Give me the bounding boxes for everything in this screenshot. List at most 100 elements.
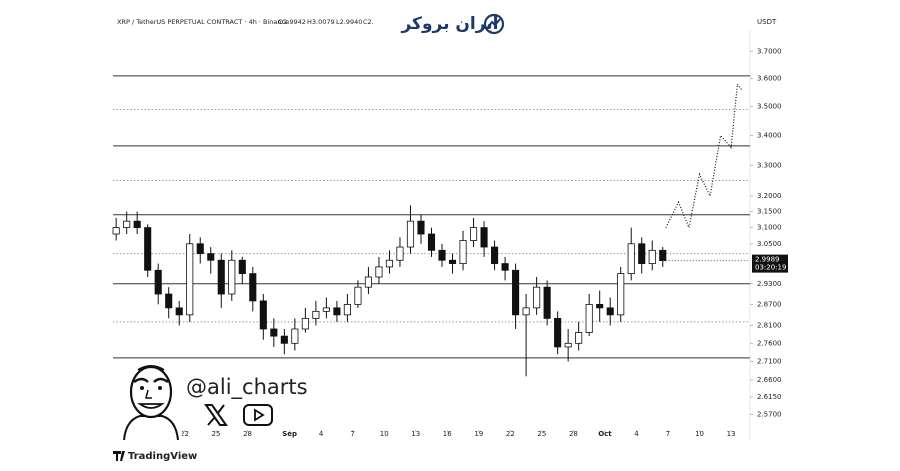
- candle-body: [406, 220, 415, 248]
- x-tick-label: 4: [319, 430, 324, 438]
- x-tick-label: 13: [411, 430, 420, 438]
- y-tick-label: 2.7600: [757, 339, 782, 347]
- candle-body: [648, 249, 656, 264]
- y-tick-label: 2.9300: [757, 280, 782, 288]
- y-tick-label: 2.6600: [757, 376, 782, 384]
- candle-body: [469, 227, 478, 241]
- y-tick-label: 2.8100: [757, 321, 782, 329]
- x-tick-label: 25: [537, 430, 546, 438]
- candle-body: [564, 342, 572, 348]
- candle-body: [175, 307, 183, 316]
- y-tick-label: 2.6150: [757, 393, 782, 401]
- x-tick-label: 19: [474, 430, 483, 438]
- candle-body: [270, 328, 278, 337]
- x-tick-label: 7: [666, 430, 670, 438]
- y-tick-label: 3.5000: [757, 103, 782, 111]
- x-tick-label: 7: [350, 430, 354, 438]
- y-tick-label: 3.1000: [757, 224, 782, 232]
- y-tick-label: 3.7000: [757, 47, 782, 55]
- candle-body: [617, 273, 625, 316]
- candle-body: [480, 227, 488, 248]
- candle-body: [144, 227, 152, 271]
- candle-body: [522, 307, 530, 316]
- watermark-icon: [483, 13, 505, 35]
- open-readout: O2.9942: [278, 18, 306, 26]
- candle-body: [217, 259, 225, 295]
- y-tick-label: 3.0500: [757, 240, 782, 248]
- candle-body: [112, 227, 120, 235]
- last-price-label: 2.9989: [755, 256, 780, 264]
- y-tick-label: 3.2000: [757, 192, 782, 200]
- candle-body: [123, 220, 131, 228]
- candle-body: [585, 303, 593, 333]
- candle-body: [627, 243, 635, 275]
- x-tick-label: 28: [569, 430, 578, 438]
- candle-body: [165, 293, 173, 309]
- candle-body: [606, 307, 614, 316]
- close-readout: C2.: [363, 18, 374, 26]
- high-readout: H3.0079: [307, 18, 335, 26]
- x-tick-label: Sep: [282, 430, 297, 438]
- candle-body: [375, 266, 383, 278]
- candle-body: [249, 273, 257, 302]
- x-tick-label: 25: [212, 430, 221, 438]
- plot-area: 3.7000 3.6000 3.5000 3.4000 3.3000 3.2000 3.15…: [112, 47, 788, 438]
- y-tick-label: 3.1500: [757, 208, 782, 216]
- candle-body: [238, 259, 246, 275]
- candle-body: [333, 307, 341, 316]
- candle-body: [228, 259, 236, 295]
- candle-body: [438, 249, 446, 261]
- countdown: 03:20:19: [755, 264, 786, 272]
- x-tick-label: 16: [443, 430, 452, 438]
- handle: @ali_charts: [186, 375, 308, 400]
- x-tick-label: 10: [695, 430, 704, 438]
- candle-body: [133, 220, 141, 228]
- youtube-icon[interactable]: [243, 404, 273, 426]
- candle-body: [364, 276, 372, 288]
- candle-body: [396, 246, 404, 261]
- candle-body: [554, 317, 562, 348]
- ohlc-readout: O2.9942 H3.0079 L2.9940 C2.: [278, 18, 374, 26]
- candle-body: [491, 246, 499, 264]
- candle-body: [638, 243, 646, 264]
- candle-body: [417, 220, 425, 235]
- candle-body: [354, 286, 362, 305]
- watermark: ایران بروکر: [400, 14, 498, 34]
- y-tick-label: 2.8700: [757, 300, 782, 308]
- x-icon[interactable]: [204, 404, 228, 426]
- candle-body: [154, 269, 162, 295]
- currency: USDT: [757, 18, 777, 26]
- x-tick-label: 28: [243, 430, 252, 438]
- candle-body: [533, 286, 541, 309]
- last-price-box: [752, 254, 788, 273]
- candle-body: [343, 303, 351, 316]
- y-tick-label: 3.6000: [757, 75, 782, 83]
- x-tick-label: 4: [634, 430, 639, 438]
- y-tick-label: 2.5700: [757, 410, 782, 418]
- candle-body: [543, 286, 551, 319]
- candle-body: [301, 317, 309, 330]
- low-readout: L2.9940: [336, 18, 362, 26]
- candle-body: [596, 303, 604, 309]
- x-tick-label: Oct: [598, 430, 612, 438]
- candle-body: [196, 243, 204, 255]
- candle-body: [312, 310, 320, 319]
- candle-body: [448, 259, 457, 264]
- y-tick-label: 2.7100: [757, 358, 782, 366]
- candle-body: [575, 332, 583, 344]
- candle-body: [501, 263, 509, 271]
- candle-body: [186, 243, 194, 316]
- chart-title: XRP / TetherUS PERPETUAL CONTRACT · 4h ·…: [117, 18, 289, 26]
- candle-body: [459, 240, 467, 264]
- avatar: [118, 362, 182, 441]
- x-tick-label: 22: [506, 430, 515, 438]
- candle-body: [259, 300, 267, 330]
- candle-body: [659, 249, 667, 262]
- candle-body: [207, 253, 215, 261]
- candle-body: [322, 307, 330, 312]
- candle-body: [427, 233, 436, 251]
- candle-body: [385, 259, 394, 268]
- brand: TradingView: [113, 451, 197, 462]
- candle-body: [512, 269, 520, 316]
